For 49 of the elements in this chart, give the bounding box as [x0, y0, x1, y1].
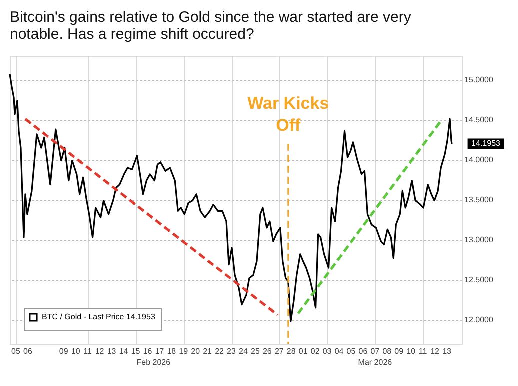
x-tick-label: 25 — [251, 347, 260, 356]
x-tick-label: 02 — [310, 347, 320, 356]
x-tick-label: 14 — [119, 347, 129, 356]
x-tick-label: 05 — [12, 347, 21, 356]
x-tick-label: 03 — [322, 347, 332, 356]
y-tick-label: 14.5000 — [464, 116, 494, 124]
x-tick-label: 06 — [358, 347, 368, 356]
x-tick-label: 28 — [286, 347, 296, 356]
y-tick-label: 12.5000 — [464, 276, 494, 284]
x-tick-label: 08 — [382, 347, 392, 356]
y-tick-label: 15.0000 — [464, 76, 494, 84]
x-tick-label: 10 — [406, 347, 416, 356]
x-tick-label: 04 — [334, 347, 344, 356]
x-tick-label: 06 — [24, 347, 33, 356]
y-tick-label: 13.5000 — [464, 196, 494, 204]
ref-line-label: War Kicks Off — [248, 94, 330, 135]
line-series — [9, 74, 453, 322]
x-tick-label: 13 — [442, 347, 452, 356]
x-tick-label: 09 — [59, 347, 69, 356]
x-tick-label: 13 — [107, 347, 117, 356]
x-tick-label: 21 — [203, 347, 213, 356]
legend-label: BTC / Gold - Last Price 14.1953 — [42, 312, 156, 322]
x-tick-label: 27 — [274, 347, 284, 356]
x-tick-label: 12 — [95, 347, 105, 356]
x-tick-label: 15 — [131, 347, 141, 356]
y-tick-label: 12.0000 — [464, 316, 494, 324]
x-tick-label: 24 — [239, 347, 248, 356]
text: Mar 2026 — [358, 358, 393, 367]
y-tick-label: 13.0000 — [464, 236, 494, 244]
x-tick-label: 07 — [370, 347, 380, 356]
x-tick-label: 26 — [262, 347, 272, 356]
x-tick-label: 09 — [394, 347, 404, 356]
x-tick-label: 11 — [418, 347, 428, 356]
x-tick-label: 12 — [430, 347, 440, 356]
x-tick-label: 01 — [298, 347, 308, 356]
x-tick-label: 17 — [155, 347, 165, 356]
x-tick-label: 22 — [215, 347, 225, 356]
x-tick-label: 16 — [143, 347, 153, 356]
text: Feb 2026 — [136, 358, 172, 367]
x-tick-label: 23 — [227, 347, 237, 356]
x-tick-label: 11 — [84, 347, 93, 356]
x-tick-label: 05 — [346, 347, 356, 356]
x-tick-label: 10 — [71, 347, 81, 356]
chart-title: Bitcoin's gains relative to Gold since the war started are very notable. Has a regime shift occured? — [10, 9, 412, 43]
text: 14.1953 — [472, 139, 502, 148]
x-tick-label: 18 — [167, 347, 177, 356]
x-tick-label: 20 — [191, 347, 201, 356]
y-tick-label: 14.0000 — [464, 156, 494, 164]
x-tick-label: 19 — [179, 347, 189, 356]
